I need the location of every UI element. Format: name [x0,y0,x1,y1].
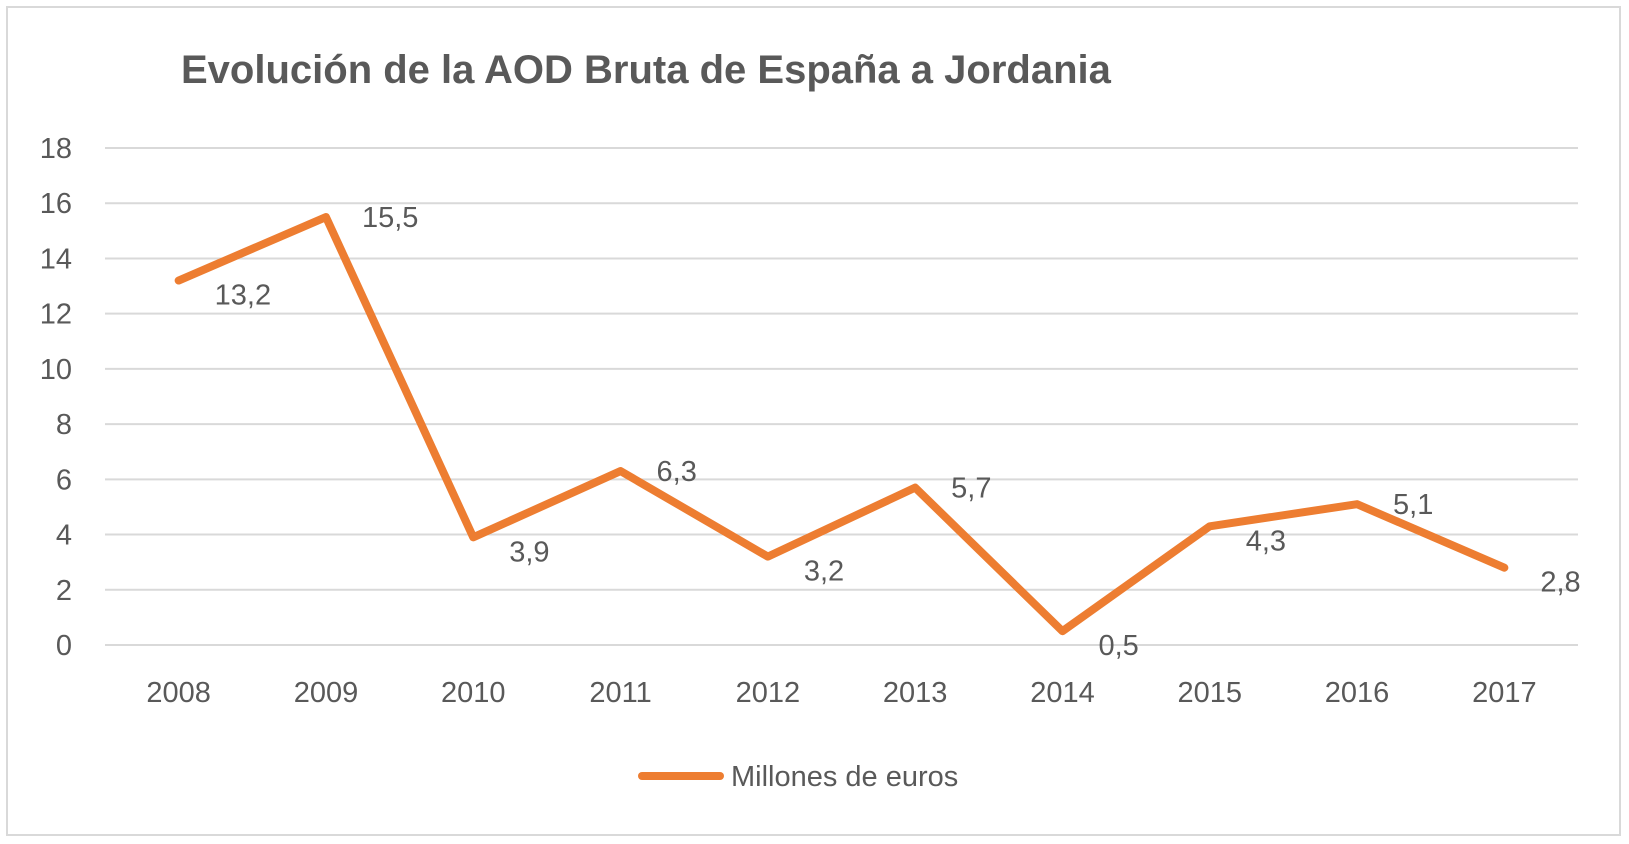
y-tick-label: 18 [40,133,72,165]
y-tick-label: 0 [56,630,72,662]
x-axis-ticks: 2008 2009 2010 2011 2012 2013 2014 2015 2016 2017 [146,677,1536,709]
y-tick-label: 10 [40,354,72,386]
x-tick-label: 2008 [146,677,211,709]
chart-title: Evolución de la AOD Bruta de España a Jo… [181,48,1111,92]
y-tick-label: 2 [56,575,72,607]
data-label-2011: 6,3 [657,456,697,488]
y-tick-label: 16 [40,188,72,220]
x-tick-label: 2009 [294,677,359,709]
x-tick-label: 2015 [1177,677,1242,709]
chart-frame [6,6,1621,836]
x-tick-label: 2013 [883,677,948,709]
series-layer [174,213,1509,636]
x-tick-label: 2017 [1472,677,1537,709]
data-label-2015: 4,3 [1246,525,1286,557]
x-tick-label: 2012 [736,677,801,709]
data-label-2009: 15,5 [362,202,418,234]
data-label-2016: 5,1 [1393,489,1433,521]
data-labels: 13,2 15,5 3,9 6,3 3,2 5,7 0,5 4,3 5,1 2,8 [215,202,1581,662]
data-label-2010: 3,9 [509,536,549,568]
x-tick-label: 2011 [589,677,651,709]
data-label-2008: 13,2 [215,280,271,312]
y-axis-ticks: 0 2 4 6 8 10 12 14 16 18 [40,133,72,662]
x-tick-label: 2010 [441,677,506,709]
legend-label: Millones de euros [731,761,958,793]
series-line [174,213,1509,636]
x-tick-label: 2016 [1325,677,1390,709]
data-label-2012: 3,2 [804,556,844,588]
x-tick-label: 2014 [1030,677,1095,709]
y-tick-label: 4 [56,520,72,552]
y-tick-label: 12 [40,299,72,331]
y-tick-label: 6 [56,464,72,496]
data-label-2014: 0,5 [1098,630,1138,662]
data-label-2017: 2,8 [1540,567,1580,599]
y-tick-label: 14 [40,243,72,275]
legend: Millones de euros [638,761,958,793]
data-label-2013: 5,7 [951,473,991,505]
gridlines [105,147,1578,646]
y-tick-label: 8 [56,409,72,441]
